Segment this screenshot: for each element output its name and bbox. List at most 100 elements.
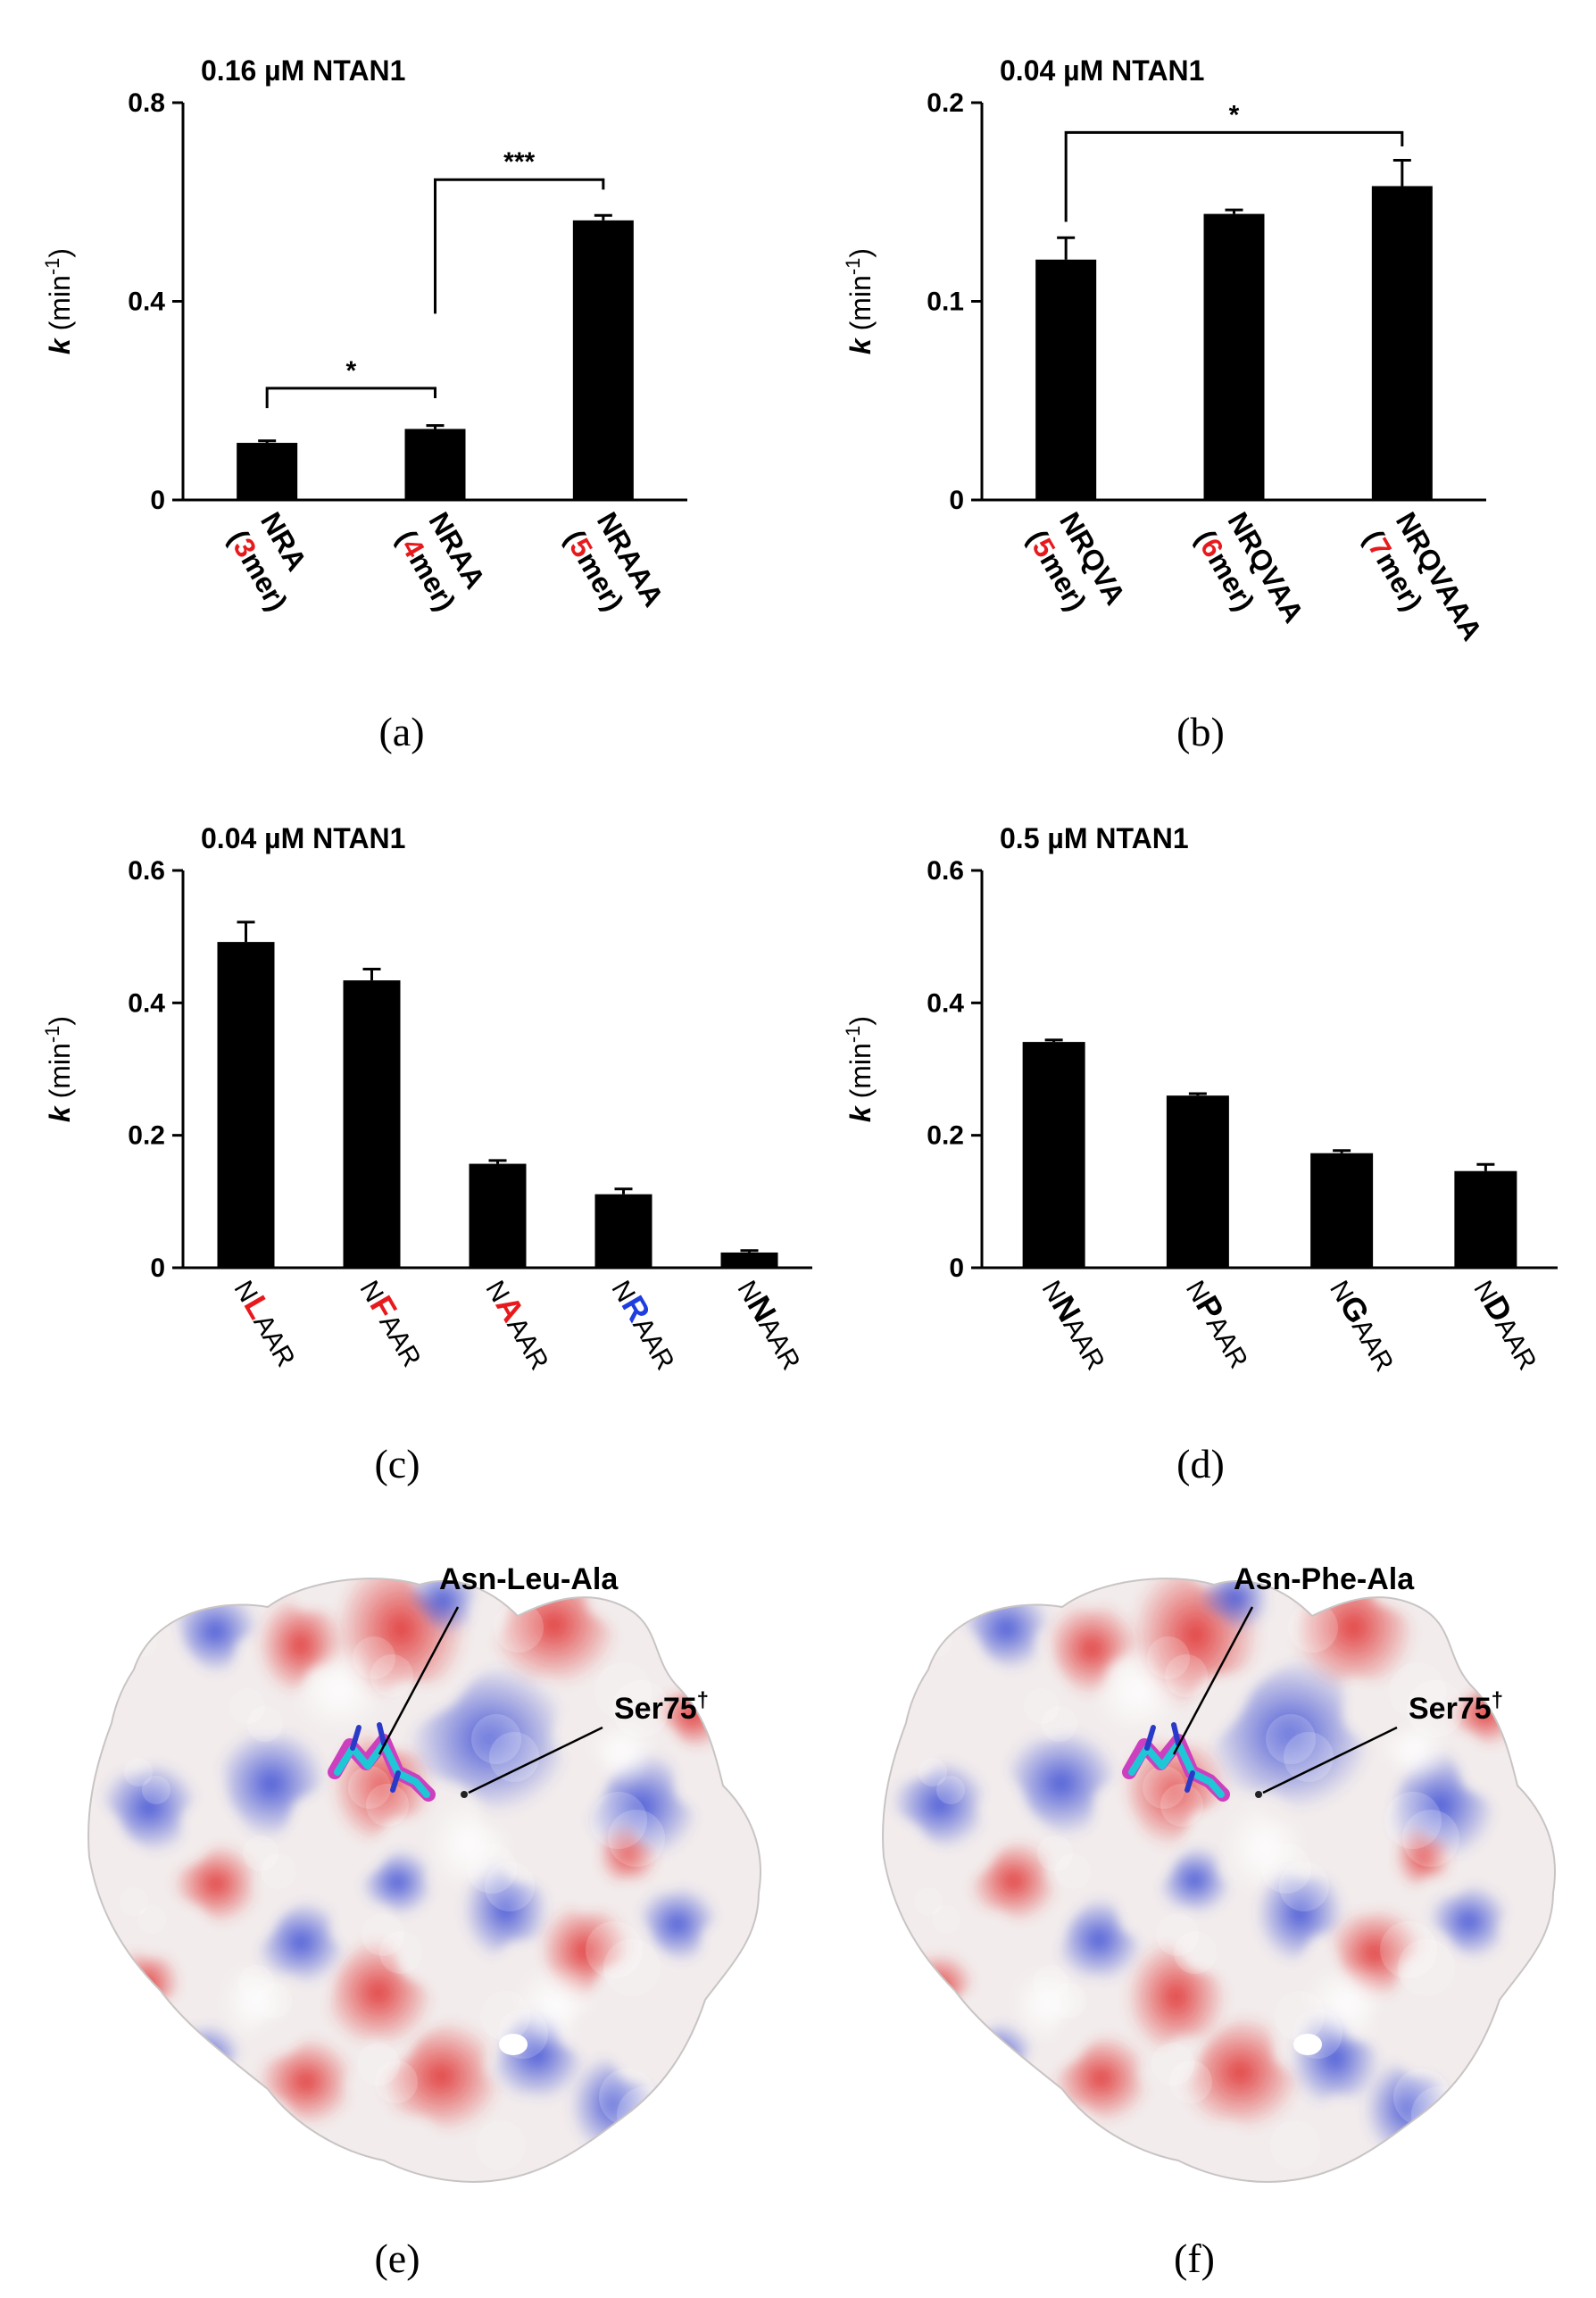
residue-label: Ser75† bbox=[614, 1688, 709, 1727]
chart-title: 0.5 µM NTAN1 bbox=[1000, 822, 1189, 854]
surface-bump bbox=[379, 1931, 422, 1974]
neutral-patch bbox=[1377, 1716, 1451, 1785]
surface-bump bbox=[471, 1714, 521, 1764]
surface-bump bbox=[1055, 1853, 1091, 1889]
surface-bump bbox=[608, 1810, 665, 1867]
surface-bump bbox=[612, 1680, 669, 1737]
surface-bump bbox=[1402, 1810, 1459, 1867]
chart-c: 0.04 µM NTAN1 0 0.2 0.4 0.6 k (min-1) NLAAR NFA… bbox=[41, 822, 812, 1486]
structure-e: Asn-Leu-Ala Ser75† (e) bbox=[87, 1562, 761, 2281]
panel-label: (f) bbox=[1174, 2236, 1215, 2281]
surface-bump bbox=[932, 1905, 960, 1934]
y-tick-label: 0 bbox=[150, 486, 165, 515]
surface-bump bbox=[480, 1991, 530, 2041]
positive-patch bbox=[407, 1663, 571, 1814]
surface-bump bbox=[1279, 1861, 1329, 1911]
x-category-label: NFAAR bbox=[353, 1276, 426, 1372]
positive-patch bbox=[1002, 1728, 1119, 1838]
chart-b: 0.04 µM NTAN1 0 0.1 0.2 k (min-1) NRQVA(5mer)… bbox=[842, 54, 1489, 754]
surface-bump bbox=[243, 1836, 278, 1871]
surface-hole bbox=[1293, 2034, 1322, 2055]
surface-bump bbox=[252, 2112, 287, 2148]
x-category-label: NNAAR bbox=[731, 1276, 805, 1375]
bar-b-2 bbox=[1371, 186, 1433, 500]
structures-layer: Asn-Leu-Ala Ser75† (e) Asn-Phe-Ala Ser75† (f) bbox=[87, 1562, 1556, 2281]
y-tick-label: 0.2 bbox=[927, 1121, 964, 1151]
positive-patch bbox=[488, 2008, 586, 2102]
negative-patch bbox=[968, 1838, 1060, 1924]
chart-title: 0.04 µM NTAN1 bbox=[201, 822, 405, 854]
positive-patch bbox=[1255, 1863, 1345, 1964]
surface-bump bbox=[1398, 1939, 1455, 1996]
negative-patch bbox=[1120, 1733, 1229, 1849]
surface-bump bbox=[1275, 1991, 1325, 2041]
panel-label: (e) bbox=[374, 2236, 420, 2281]
category-label: NAAAR bbox=[479, 1273, 560, 1376]
ligand-pointer-line bbox=[1172, 1606, 1254, 1755]
panel-label: (d) bbox=[1176, 1441, 1225, 1486]
surface-bump bbox=[1033, 1965, 1068, 2001]
negative-patch bbox=[596, 1820, 659, 1887]
x-category-label: NLAAR bbox=[228, 1273, 306, 1373]
surface-bump bbox=[1384, 1792, 1442, 1849]
surface-bump bbox=[120, 1887, 148, 1916]
y-tick-label: 0.8 bbox=[128, 88, 165, 118]
surface-bump bbox=[370, 1654, 413, 1697]
charts-layer: 0.16 µM NTAN1 0 0.4 0.8 k (min-1) NRA(3mer) NR… bbox=[41, 54, 1558, 1486]
chart-a: 0.16 µM NTAN1 0 0.4 0.8 k (min-1) NRA(3mer) NR… bbox=[41, 54, 687, 754]
x-category-label: NPAAR bbox=[1179, 1273, 1259, 1374]
surface-bump bbox=[936, 1776, 965, 1804]
x-category-label: NRA(3mer) bbox=[222, 507, 313, 617]
x-category-label: NAAAR bbox=[479, 1273, 560, 1376]
surface-bump bbox=[1288, 1603, 1338, 1653]
surface-bump bbox=[919, 1758, 947, 1786]
protein-surface bbox=[88, 1578, 761, 2182]
surface-bump bbox=[905, 1611, 934, 1639]
y-axis-label: k (min-1) bbox=[842, 1016, 877, 1122]
bar-d-0 bbox=[1022, 1042, 1085, 1268]
bar-c-4 bbox=[720, 1252, 778, 1268]
surface-bump bbox=[1151, 2043, 1194, 2086]
bar-d-2 bbox=[1310, 1153, 1374, 1268]
category-label: NPAAR bbox=[1179, 1273, 1259, 1374]
surface-bump bbox=[1143, 1766, 1185, 1809]
positive-patch bbox=[1054, 1897, 1143, 1983]
y-axis-label: k (min-1) bbox=[41, 1016, 77, 1122]
surface-bump bbox=[1046, 2112, 1082, 2148]
surface-bump bbox=[1165, 1654, 1208, 1697]
surface-bump bbox=[261, 1853, 296, 1889]
neutral-patch bbox=[1008, 1963, 1087, 2045]
surface-bump bbox=[137, 1905, 166, 1934]
negative-patch bbox=[1043, 1601, 1140, 1697]
x-category-label: NRAAR bbox=[605, 1276, 679, 1375]
y-tick-label: 0.4 bbox=[927, 988, 964, 1018]
positive-patch bbox=[360, 1848, 435, 1917]
neutral-patch bbox=[1220, 1796, 1309, 1900]
x-category-label: NRQVA(5mer) bbox=[1021, 507, 1132, 617]
surface-bump bbox=[1024, 1688, 1060, 1724]
surface-bump bbox=[366, 1784, 409, 1827]
chart-title: 0.16 µM NTAN1 bbox=[201, 54, 405, 87]
x-category-label: NDAAR bbox=[1467, 1276, 1542, 1375]
ligand-pointer-line bbox=[378, 1606, 460, 1755]
surface-bump bbox=[1270, 2120, 1320, 2170]
y-tick-label: 0 bbox=[150, 1253, 165, 1283]
surface-bump bbox=[467, 1844, 517, 1894]
ser75-marker bbox=[1255, 1791, 1262, 1798]
negative-patch bbox=[257, 2036, 355, 2127]
significance-bracket: * bbox=[265, 356, 436, 409]
x-category-label: NNAAR bbox=[1036, 1276, 1110, 1375]
category-label: NLAAR bbox=[228, 1273, 306, 1373]
bar-c-2 bbox=[469, 1163, 527, 1268]
surface-outline bbox=[87, 1578, 761, 2183]
bar-b-1 bbox=[1203, 213, 1265, 500]
residue-label: Ser75† bbox=[1409, 1688, 1503, 1727]
protein-surface bbox=[883, 1578, 1555, 2182]
significance-bracket: *** bbox=[434, 147, 605, 314]
neutral-patch bbox=[511, 1962, 600, 2050]
surface-outline bbox=[882, 1578, 1556, 2183]
surface-bump bbox=[1407, 1680, 1464, 1737]
positive-patch bbox=[461, 1859, 550, 1961]
surface-bump bbox=[494, 1603, 544, 1653]
